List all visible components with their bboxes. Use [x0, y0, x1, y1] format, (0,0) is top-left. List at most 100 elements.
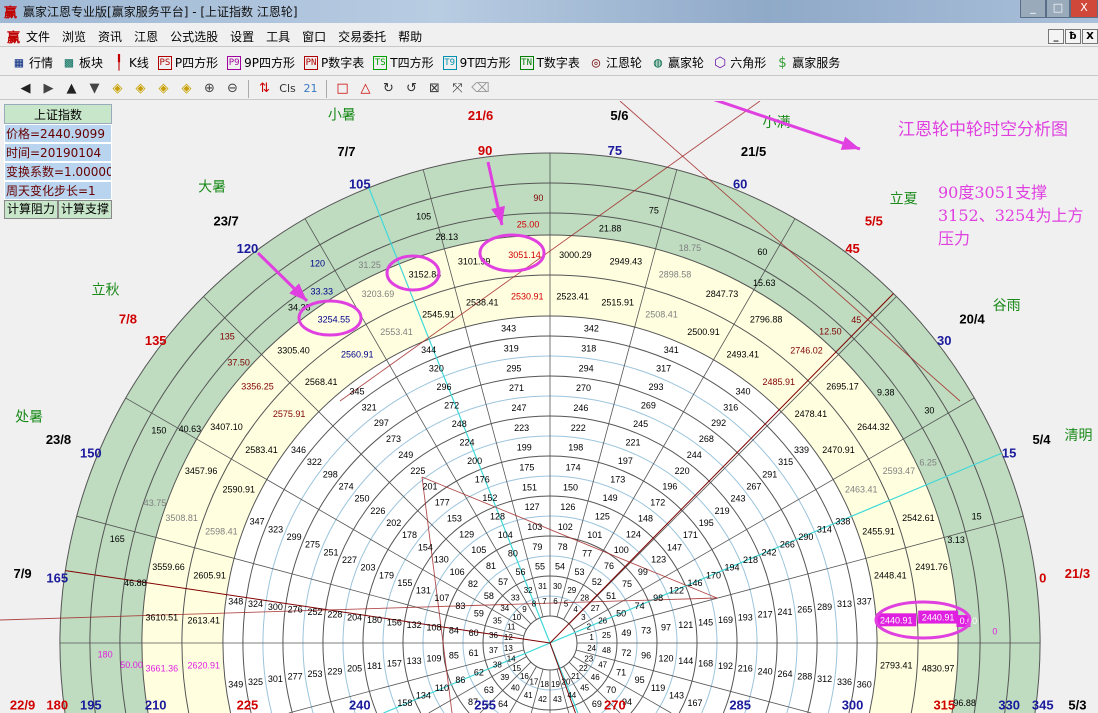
wheel-number: 346: [291, 445, 306, 455]
wheel-number: 265: [797, 604, 812, 614]
minimize-button[interactable]: _: [1020, 0, 1046, 18]
mdi-restore-button[interactable]: ƀ: [1065, 29, 1081, 44]
zoom-out-icon[interactable]: ⊖: [227, 81, 238, 96]
menu-settings[interactable]: 设置: [230, 29, 255, 44]
menu-formula[interactable]: 公式选股: [170, 29, 219, 44]
clear-icon[interactable]: Cls: [279, 82, 296, 95]
pn-icon: PN: [304, 55, 319, 70]
rotate-cw-icon[interactable]: ↻: [383, 81, 394, 96]
wheel-number: 104: [498, 530, 513, 540]
main-toolbar: ▦ 行情 ▩ 板块 ╿ K线 PS P四方形 P9 9P四方形 PN P数字表 TS T四方形 T9 9T四方…: [0, 50, 1098, 76]
zoom-in-icon[interactable]: ⊕: [204, 81, 215, 96]
toolbar-ps-button[interactable]: PS P四方形: [157, 54, 218, 71]
highlight-ellipse: [874, 600, 972, 640]
wheel-number: 151: [522, 482, 537, 492]
wheel-number: 170: [706, 570, 721, 580]
move-left-icon[interactable]: ◈: [112, 81, 123, 96]
price-row: 价格=2440.9099: [4, 124, 112, 143]
shrink-icon[interactable]: ⤧: [452, 81, 463, 96]
time-price-value: 2478.41: [795, 409, 828, 419]
arrow-left-icon[interactable]: ◀: [20, 81, 31, 96]
wheel-number: 38: [493, 660, 502, 669]
wheel-number: 167: [688, 698, 703, 708]
wheel-number: 171: [683, 530, 698, 540]
move-up-icon[interactable]: ◈: [158, 81, 169, 96]
highlight-ellipse: [297, 299, 363, 337]
toolbar-tn-button[interactable]: TN T数字表: [519, 54, 580, 71]
toolbar-blocks-button[interactable]: ▩ 板块: [62, 54, 103, 71]
toolbar-candlestick-button[interactable]: ╿ K线: [112, 54, 149, 71]
toolbar-ts-button[interactable]: TS T四方形: [373, 54, 434, 71]
mdi-close-button[interactable]: X: [1082, 29, 1098, 44]
wheel-number: 199: [517, 443, 532, 453]
menu-file[interactable]: 文件: [26, 29, 51, 44]
percent-value: 40.63: [179, 424, 202, 434]
calc-resistance-button[interactable]: 计算阻力: [4, 200, 58, 219]
drawing-toolbar: ◀ ▶ ▲ ▼ ◈ ◈ ◈ ◈ ⊕ ⊖ ⇅ Cls 21 □ △ ↻ ↺ ⊠ ⤧ ⌫: [0, 78, 1098, 100]
menu-trade[interactable]: 交易委托: [338, 29, 387, 44]
menu-tools[interactable]: 工具: [266, 29, 291, 44]
menu-window[interactable]: 窗口: [302, 29, 327, 44]
wheel-number: 301: [268, 674, 283, 684]
wheel-number: 144: [678, 656, 693, 666]
wheel-number: 127: [525, 502, 540, 512]
arrow-down-icon[interactable]: ▼: [89, 81, 100, 96]
menu-gann[interactable]: 江恩: [134, 29, 159, 44]
red-geometry-line: [421, 476, 453, 713]
wheel-number: 192: [718, 661, 733, 671]
wheel-number: 268: [699, 434, 714, 444]
time-price-value: 2508.41: [645, 309, 678, 319]
outer-degree-label: 255: [474, 698, 496, 713]
eraser-icon[interactable]: ⌫: [471, 81, 490, 96]
toolbar-gann-wheel-button[interactable]: ◎ 江恩轮: [589, 54, 642, 71]
toolbar-hexagon-button[interactable]: ⬡ 六角形: [713, 54, 766, 71]
wheel-number: 24: [587, 644, 596, 653]
toolbar-pn-button[interactable]: PN P数字表: [304, 54, 364, 71]
calc-support-button[interactable]: 计算支撑: [58, 200, 112, 219]
solar-term-label: 谷雨: [993, 297, 1021, 313]
arrow-right-icon[interactable]: ▶: [43, 81, 54, 96]
wheel-number: 241: [777, 607, 792, 617]
price-ratio-value: 3101.99: [458, 256, 491, 266]
menu-help[interactable]: 帮助: [398, 29, 423, 44]
wheel-number: 129: [459, 529, 474, 539]
toolbar-dollar-button[interactable]: $ 赢家服务: [775, 54, 840, 71]
flip-icon[interactable]: ⇅: [259, 81, 270, 96]
solar-date-label: 23/8: [46, 432, 71, 447]
toolbar-label: 9T四方形: [459, 56, 511, 70]
triangle-icon[interactable]: △: [360, 81, 371, 96]
wheel-number: 60: [469, 628, 479, 638]
wheel-number: 101: [587, 530, 602, 540]
wheel-number: 20: [562, 677, 571, 686]
percent-value: 21.88: [599, 223, 622, 233]
move-right-icon[interactable]: ◈: [135, 81, 146, 96]
menu-browse[interactable]: 浏览: [62, 29, 87, 44]
spoke-line: [556, 169, 678, 618]
wheel-number: 266: [780, 540, 795, 550]
outer-degree-label: 225: [237, 698, 259, 713]
spoke-line: [568, 661, 621, 713]
toolbar-grid-table-button[interactable]: ▦ 行情: [12, 54, 53, 71]
rotate-ccw-icon[interactable]: ↺: [406, 81, 417, 96]
rectangle-icon[interactable]: □: [336, 81, 349, 96]
wheel-number: 298: [323, 469, 338, 479]
toolbar-winner-wheel-button[interactable]: ◍ 赢家轮: [651, 54, 704, 71]
wheel-number: 290: [798, 532, 813, 542]
box-x-icon[interactable]: ⊠: [429, 81, 440, 96]
toolbar-p9-button[interactable]: P9 9P四方形: [227, 54, 295, 71]
spoke-line: [304, 218, 537, 620]
wheel-number: 28: [580, 593, 589, 602]
move-down-icon[interactable]: ◈: [181, 81, 192, 96]
outer-degree-label: 240: [349, 698, 371, 713]
gann-wheel-chart[interactable]: 1 2 3 4 5 6 7 8 9 10 11 12 13 14 15 16 17 18 19 20 21 22 23 24 2…: [0, 101, 1098, 713]
wheel-number: 71: [616, 667, 626, 677]
calendar-icon[interactable]: 21: [303, 82, 318, 95]
percent-value: 31.25: [358, 260, 381, 270]
arrow-up-icon[interactable]: ▲: [66, 81, 77, 96]
close-button[interactable]: X: [1070, 0, 1098, 18]
toolbar-t9-button[interactable]: T9 9T四方形: [442, 54, 511, 71]
menu-info[interactable]: 资讯: [98, 29, 123, 44]
maximize-button[interactable]: □: [1046, 0, 1070, 18]
mdi-minimize-button[interactable]: _: [1048, 29, 1064, 44]
wheel-number: 245: [633, 419, 648, 429]
